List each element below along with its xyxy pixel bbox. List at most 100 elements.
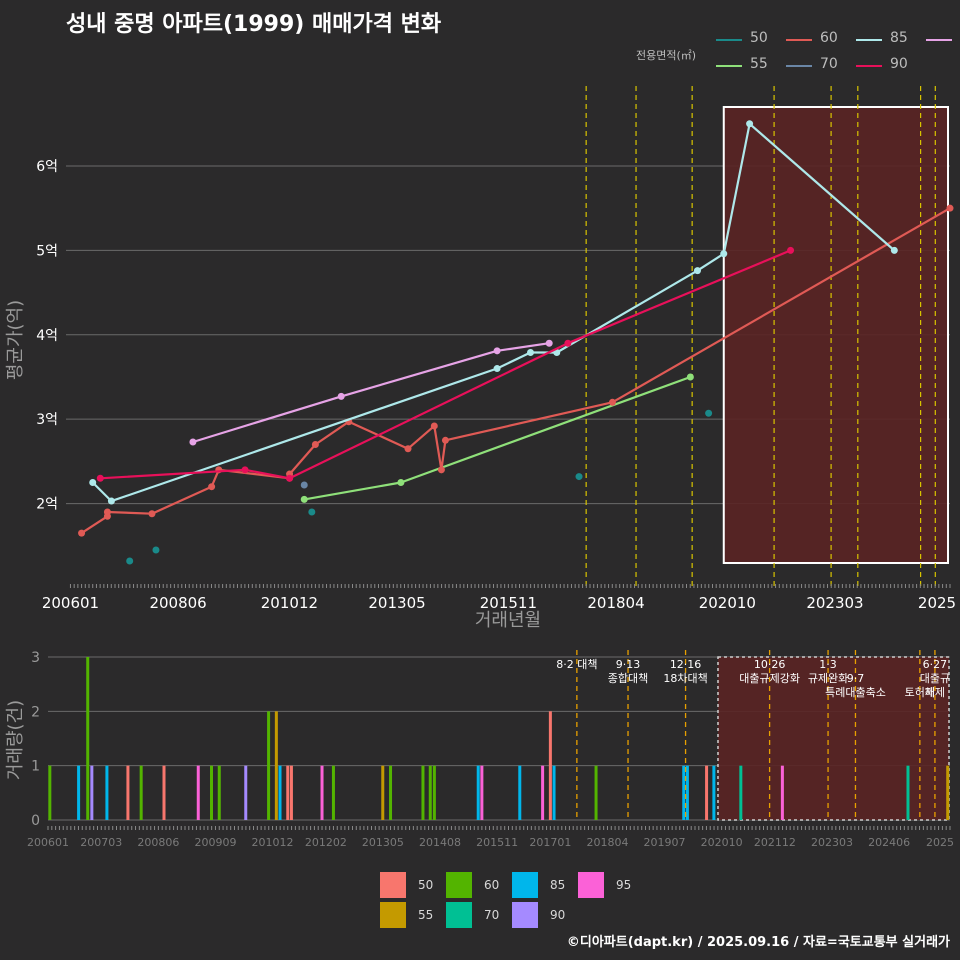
- policy-annotation: 8·2 대책: [556, 658, 597, 671]
- x-tick-label: 201804: [586, 836, 628, 849]
- data-point: [152, 546, 160, 554]
- source-footer: ©디아파트(dapt.kr) / 2025.09.16 / 자료=국토교통부 실…: [566, 935, 950, 950]
- bar-legend-label: 50: [418, 878, 434, 892]
- volume-bar: [480, 765, 484, 820]
- y-tick-label: 2: [31, 704, 40, 720]
- bar-legend-swatch: [446, 902, 472, 928]
- volume-bar: [48, 765, 52, 820]
- policy-shaded-region: [722, 106, 950, 564]
- volume-bar: [289, 765, 293, 820]
- data-point: [208, 483, 216, 491]
- y-tick-label: 0: [31, 813, 40, 829]
- x-tick-label: 201511: [476, 836, 518, 849]
- bar-legend-label: 70: [484, 908, 500, 922]
- volume-bar: [476, 765, 480, 820]
- series-95: [189, 339, 553, 446]
- data-point: [300, 481, 308, 489]
- volume-bar: [274, 711, 278, 820]
- legend-swatch: [786, 65, 812, 67]
- volume-bar: [739, 765, 743, 820]
- data-point: [787, 246, 795, 254]
- volume-bar: [906, 765, 910, 820]
- policy-annotation: 대출규: [920, 672, 950, 685]
- policy-annotation: 12·16: [670, 658, 702, 671]
- policy-annotation: 토허제: [905, 686, 935, 699]
- x-tick-label: 201305: [362, 836, 404, 849]
- policy-shaded-region: [717, 656, 950, 821]
- volume-bar: [210, 765, 214, 820]
- volume-bar: [548, 711, 552, 820]
- x-tick-label: 200601: [27, 836, 69, 849]
- volume-bar: [86, 657, 90, 820]
- series-70: [300, 481, 308, 489]
- volume-bar: [267, 711, 271, 820]
- volume-bar: [139, 765, 143, 820]
- data-point: [493, 365, 501, 373]
- data-point: [545, 339, 553, 347]
- data-point: [404, 445, 412, 453]
- bar-legend-label: 95: [616, 878, 632, 892]
- data-point: [337, 392, 345, 400]
- x-tick-label: 200703: [80, 836, 122, 849]
- y-tick-label: 6억: [36, 159, 58, 175]
- data-point: [126, 557, 134, 565]
- volume-bar: [594, 765, 598, 820]
- policy-annotation: 해제: [925, 685, 945, 699]
- y-axis-title: 거래량(건): [5, 700, 26, 780]
- volume-bar: [541, 765, 545, 820]
- data-point: [553, 349, 561, 357]
- volume-bar: [780, 765, 784, 820]
- policy-annotation: 특례대출축소: [825, 686, 886, 699]
- policy-annotation: 6·27: [923, 658, 948, 671]
- legend-label: 50: [750, 30, 768, 46]
- x-tick-label: 201012: [261, 594, 318, 612]
- series-line: [80, 207, 951, 535]
- legend-swatch: [856, 65, 882, 67]
- legend-swatch: [716, 39, 742, 41]
- y-tick-label: 3억: [36, 412, 58, 428]
- bar-legend-swatch: [380, 872, 406, 898]
- volume-bar: [278, 765, 282, 820]
- x-tick-label: 201202: [305, 836, 347, 849]
- volume-bar: [196, 765, 200, 820]
- legend-title: 전용면적(㎡): [636, 49, 697, 62]
- y-tick-label: 2억: [36, 497, 58, 513]
- bar-legend-label: 60: [484, 878, 500, 892]
- legend-label: 85: [890, 30, 908, 46]
- x-tick-label: 201408: [419, 836, 461, 849]
- x-tick-label: 2025: [918, 594, 956, 612]
- data-point: [300, 495, 308, 503]
- bar-legend-swatch: [380, 902, 406, 928]
- y-tick-label: 3: [31, 650, 40, 666]
- volume-bar: [432, 765, 436, 820]
- data-point: [608, 398, 616, 406]
- x-tick-label: 202010: [699, 594, 756, 612]
- y-axis-title: 평균가(억): [5, 300, 26, 380]
- volume-bar: [705, 765, 709, 820]
- x-tick-label: 200806: [149, 594, 206, 612]
- volume-bar: [244, 765, 248, 820]
- x-tick-label: 201804: [587, 594, 644, 612]
- data-point: [946, 204, 954, 212]
- data-point: [705, 409, 713, 417]
- volume-bar: [126, 765, 130, 820]
- volume-bar: [712, 765, 716, 820]
- volume-bar: [685, 765, 689, 820]
- legend-swatch: [856, 39, 882, 41]
- x-tick-label: 201907: [644, 836, 686, 849]
- y-tick-label: 5억: [36, 243, 58, 259]
- data-point: [286, 474, 294, 482]
- data-point: [107, 497, 115, 505]
- chart-title: 성내 중명 아파트(1999) 매매가격 변화: [66, 12, 442, 37]
- bar-legend-swatch: [512, 872, 538, 898]
- legend-swatch: [786, 39, 812, 41]
- x-tick-label: 200601: [42, 594, 99, 612]
- x-tick-label: 202303: [811, 836, 853, 849]
- volume-bar: [682, 765, 686, 820]
- legend-label: 60: [820, 30, 838, 46]
- data-point: [890, 246, 898, 254]
- policy-annotation: 규제완화: [808, 672, 848, 685]
